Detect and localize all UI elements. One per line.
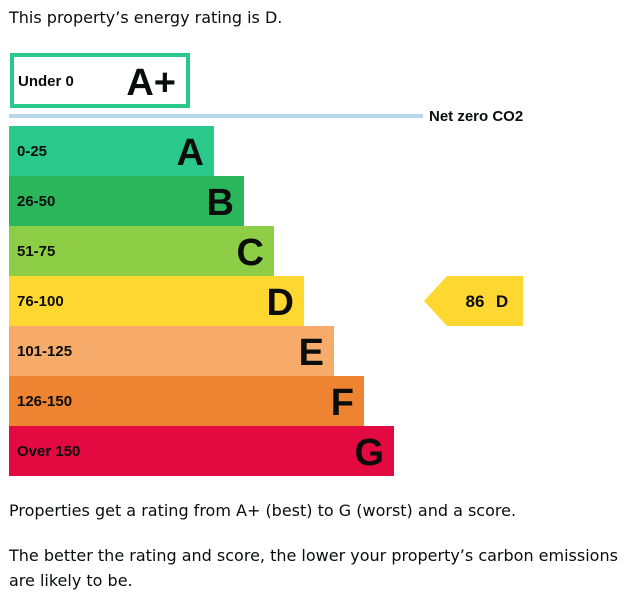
band-g-bar	[9, 426, 394, 476]
current-rating-score: 86	[466, 292, 485, 311]
rating-explanation-2: The better the rating and score, the low…	[9, 546, 618, 590]
rating-explanation: Properties get a rating from A+ (best) t…	[9, 501, 517, 520]
band-f-letter: F	[331, 382, 354, 424]
band-c-range: 51-75	[17, 243, 55, 260]
band-e-range: 101-125	[17, 343, 72, 360]
rating-summary: This property’s energy rating is D.	[9, 8, 283, 27]
band-b-range: 26-50	[17, 193, 55, 210]
band-e-letter: E	[299, 332, 324, 374]
band-f-bar	[9, 376, 364, 426]
band-e-bar	[9, 326, 334, 376]
band-aplus-range: Under 0	[18, 73, 74, 90]
band-a-bar	[9, 126, 214, 176]
band-aplus-box	[10, 53, 190, 108]
band-g-range: Over 150	[17, 443, 80, 460]
band-a-letter: A	[177, 132, 204, 174]
current-rating-letter: D	[496, 292, 508, 311]
current-rating-arrow	[424, 276, 523, 326]
band-d-letter: D	[267, 282, 294, 324]
band-g-letter: G	[354, 432, 384, 474]
band-c-letter: C	[237, 232, 264, 274]
band-b-letter: B	[207, 182, 234, 224]
band-a-range: 0-25	[17, 143, 47, 160]
band-aplus-letter: A+	[126, 62, 176, 104]
band-d-range: 76-100	[17, 293, 64, 310]
band-c-bar	[9, 226, 274, 276]
band-b-bar	[9, 176, 244, 226]
band-f-range: 126-150	[17, 393, 72, 410]
band-d-bar	[9, 276, 304, 326]
energy-rating-chart: Under 0 A+ Net zero CO2 0-25 A 26-50 B 51-75 C 76…	[9, 53, 523, 476]
net-zero-label: Net zero CO2	[429, 108, 523, 125]
